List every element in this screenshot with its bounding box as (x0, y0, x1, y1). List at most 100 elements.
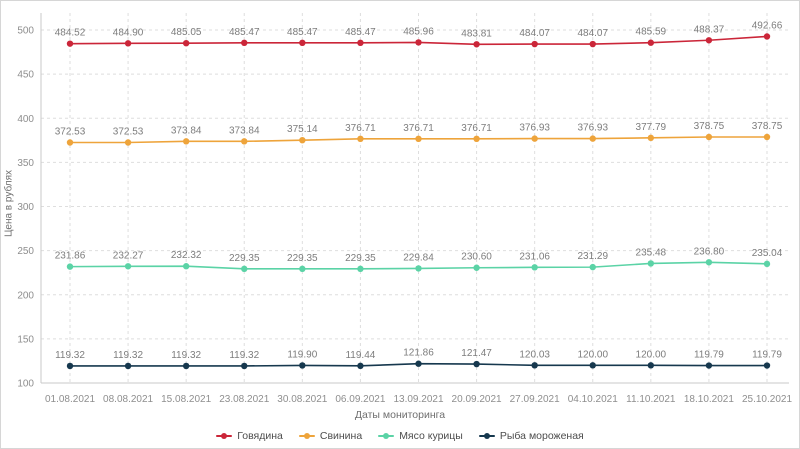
data-point[interactable] (299, 39, 306, 47)
data-point[interactable] (647, 134, 655, 142)
data-point[interactable] (357, 362, 364, 370)
data-point[interactable] (415, 135, 422, 143)
data-point[interactable] (124, 362, 132, 370)
data-point-label: 484.52 (55, 28, 86, 39)
data-point[interactable] (531, 264, 538, 271)
data-point-label: 229.35 (229, 253, 260, 264)
data-point[interactable] (705, 362, 713, 369)
x-axis-title: Даты мониторинга (354, 409, 446, 421)
series-3: 119.32 119.32 119.32 119.32 119.90 119.44 121.… (55, 348, 782, 370)
data-point[interactable] (357, 265, 364, 273)
data-point-label: 232.32 (171, 250, 202, 261)
data-point[interactable] (473, 264, 480, 271)
data-point[interactable] (763, 362, 771, 369)
data-point-label: 232.27 (113, 250, 144, 261)
legend-item-chicken[interactable]: Мясо курицы (378, 430, 463, 442)
data-point-label: 120.00 (577, 349, 608, 360)
data-point[interactable] (531, 40, 538, 48)
svg-text:200: 200 (17, 290, 34, 301)
data-point[interactable] (124, 139, 132, 146)
data-point[interactable] (66, 139, 74, 146)
data-point[interactable] (182, 39, 190, 47)
data-point[interactable] (124, 263, 132, 270)
legend-item-fish[interactable]: Рыба мороженая (478, 430, 584, 442)
data-point-label: 376.71 (403, 123, 434, 134)
svg-text:400: 400 (17, 114, 34, 125)
data-point-label: 372.53 (55, 126, 86, 137)
data-point-label: 485.47 (287, 27, 318, 38)
data-point[interactable] (66, 40, 74, 47)
data-point[interactable] (705, 133, 713, 141)
data-point[interactable] (415, 360, 422, 367)
data-point[interactable] (531, 135, 538, 142)
data-point[interactable] (589, 135, 596, 142)
data-point-label: 376.93 (577, 123, 608, 134)
data-point-label: 231.29 (577, 251, 608, 262)
data-point[interactable] (473, 360, 480, 368)
data-point-label: 119.79 (694, 350, 724, 361)
data-point[interactable] (182, 263, 190, 270)
data-point-label: 492.66 (752, 20, 783, 31)
svg-text:01.08.2021: 01.08.2021 (45, 394, 95, 405)
data-point-label: 235.04 (752, 248, 783, 259)
data-point[interactable] (241, 362, 248, 370)
data-point[interactable] (299, 362, 306, 369)
data-point[interactable] (589, 40, 596, 48)
data-point-label: 119.32 (229, 350, 259, 361)
data-point[interactable] (705, 259, 713, 266)
data-point-label: 378.75 (752, 121, 783, 132)
data-point[interactable] (647, 260, 655, 267)
y-axis-ticks: 100 150 200 250 300 350 400 450 500 (17, 26, 34, 390)
data-point[interactable] (763, 33, 771, 40)
data-point[interactable] (763, 260, 771, 268)
data-point[interactable] (241, 39, 248, 47)
series-2: 231.86 232.27 232.32 229.35 229.35 229.35 229.… (55, 246, 783, 273)
data-point[interactable] (589, 263, 596, 271)
data-point-label: 375.14 (287, 124, 318, 135)
svg-text:150: 150 (17, 334, 34, 345)
data-point-label: 488.37 (694, 24, 725, 35)
data-point[interactable] (415, 39, 422, 46)
data-point[interactable] (531, 362, 538, 369)
svg-text:100: 100 (17, 379, 34, 390)
data-point-label: 119.90 (287, 349, 317, 360)
data-point[interactable] (473, 135, 480, 143)
legend-item-pork[interactable]: Свинина (298, 430, 362, 442)
data-point-label: 376.71 (345, 123, 376, 134)
data-point[interactable] (182, 138, 190, 145)
data-point[interactable] (763, 133, 771, 141)
data-point[interactable] (66, 263, 74, 270)
data-point-label: 485.47 (229, 27, 260, 38)
data-point-label: 484.07 (519, 28, 550, 39)
data-point-label: 231.86 (55, 251, 86, 262)
data-point[interactable] (66, 362, 74, 370)
data-point[interactable] (647, 362, 655, 369)
svg-text:13.09.2021: 13.09.2021 (393, 394, 443, 405)
svg-text:20.09.2021: 20.09.2021 (452, 394, 502, 405)
data-point[interactable] (473, 41, 480, 48)
legend-label: Мясо курицы (399, 430, 463, 442)
data-point[interactable] (299, 265, 306, 273)
data-point[interactable] (647, 39, 655, 46)
data-point[interactable] (241, 138, 248, 145)
svg-text:25.10.2021: 25.10.2021 (742, 394, 792, 405)
data-point[interactable] (241, 265, 248, 273)
data-point-label: 230.60 (461, 252, 492, 263)
series-0: 484.52 484.90 485.05 485.47 485.47 485.47 485.… (55, 20, 783, 48)
data-point[interactable] (589, 362, 596, 369)
data-point[interactable] (705, 37, 713, 44)
data-point[interactable] (415, 265, 422, 272)
data-point[interactable] (357, 39, 364, 47)
data-point[interactable] (299, 136, 306, 144)
svg-text:06.09.2021: 06.09.2021 (335, 394, 385, 405)
svg-text:18.10.2021: 18.10.2021 (684, 394, 734, 405)
chart-legend: Говядина Свинина Мясо курицы Рыба мороже… (1, 430, 799, 442)
data-point[interactable] (357, 135, 364, 143)
legend-item-beef[interactable]: Говядина (216, 430, 283, 442)
data-point[interactable] (182, 362, 190, 370)
data-point-label: 121.47 (461, 348, 492, 359)
data-point[interactable] (124, 40, 132, 47)
data-point-label: 376.71 (461, 123, 492, 134)
